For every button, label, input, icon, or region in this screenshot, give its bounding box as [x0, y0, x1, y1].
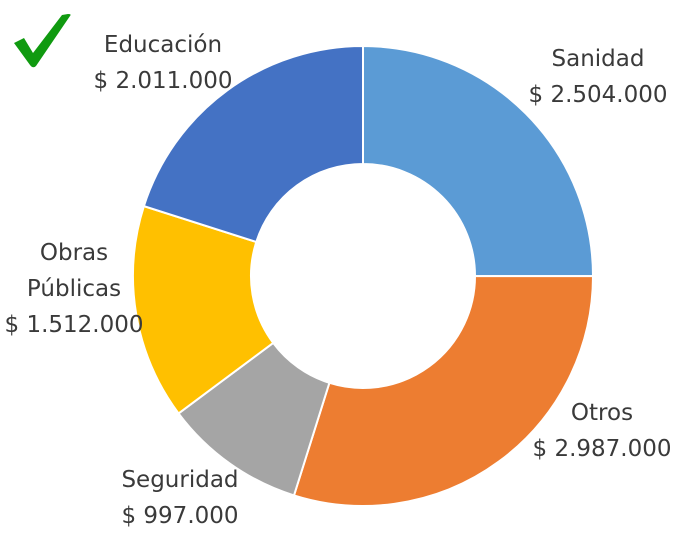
slice-educacion: [142, 44, 364, 244]
category-label-sanidad: Sanidad: [552, 46, 645, 72]
slice-sanidad: [362, 44, 595, 278]
slice-otros: [292, 275, 595, 507]
value-label-seguridad: $ 997.000: [121, 503, 238, 529]
value-label-educacion: $ 2.011.000: [94, 68, 233, 94]
category-label-obras-publicas: Públicas: [27, 276, 121, 302]
value-label-obras-publicas: $ 1.512.000: [5, 312, 144, 338]
category-label-otros: Otros: [571, 400, 633, 426]
checkmark-icon: [14, 14, 71, 68]
chart-slices: [132, 44, 595, 507]
value-label-sanidad: $ 2.504.000: [529, 82, 668, 108]
category-label-seguridad: Seguridad: [121, 467, 238, 493]
category-label-obras-publicas: Obras: [40, 240, 108, 266]
value-label-otros: $ 2.987.000: [533, 436, 672, 462]
category-label-educacion: Educación: [104, 32, 222, 58]
chart-labels: Sanidad $ 2.504.000 Otros $ 2.987.000 Seguri…: [5, 32, 672, 529]
slice-obras-publicas: [132, 204, 275, 415]
